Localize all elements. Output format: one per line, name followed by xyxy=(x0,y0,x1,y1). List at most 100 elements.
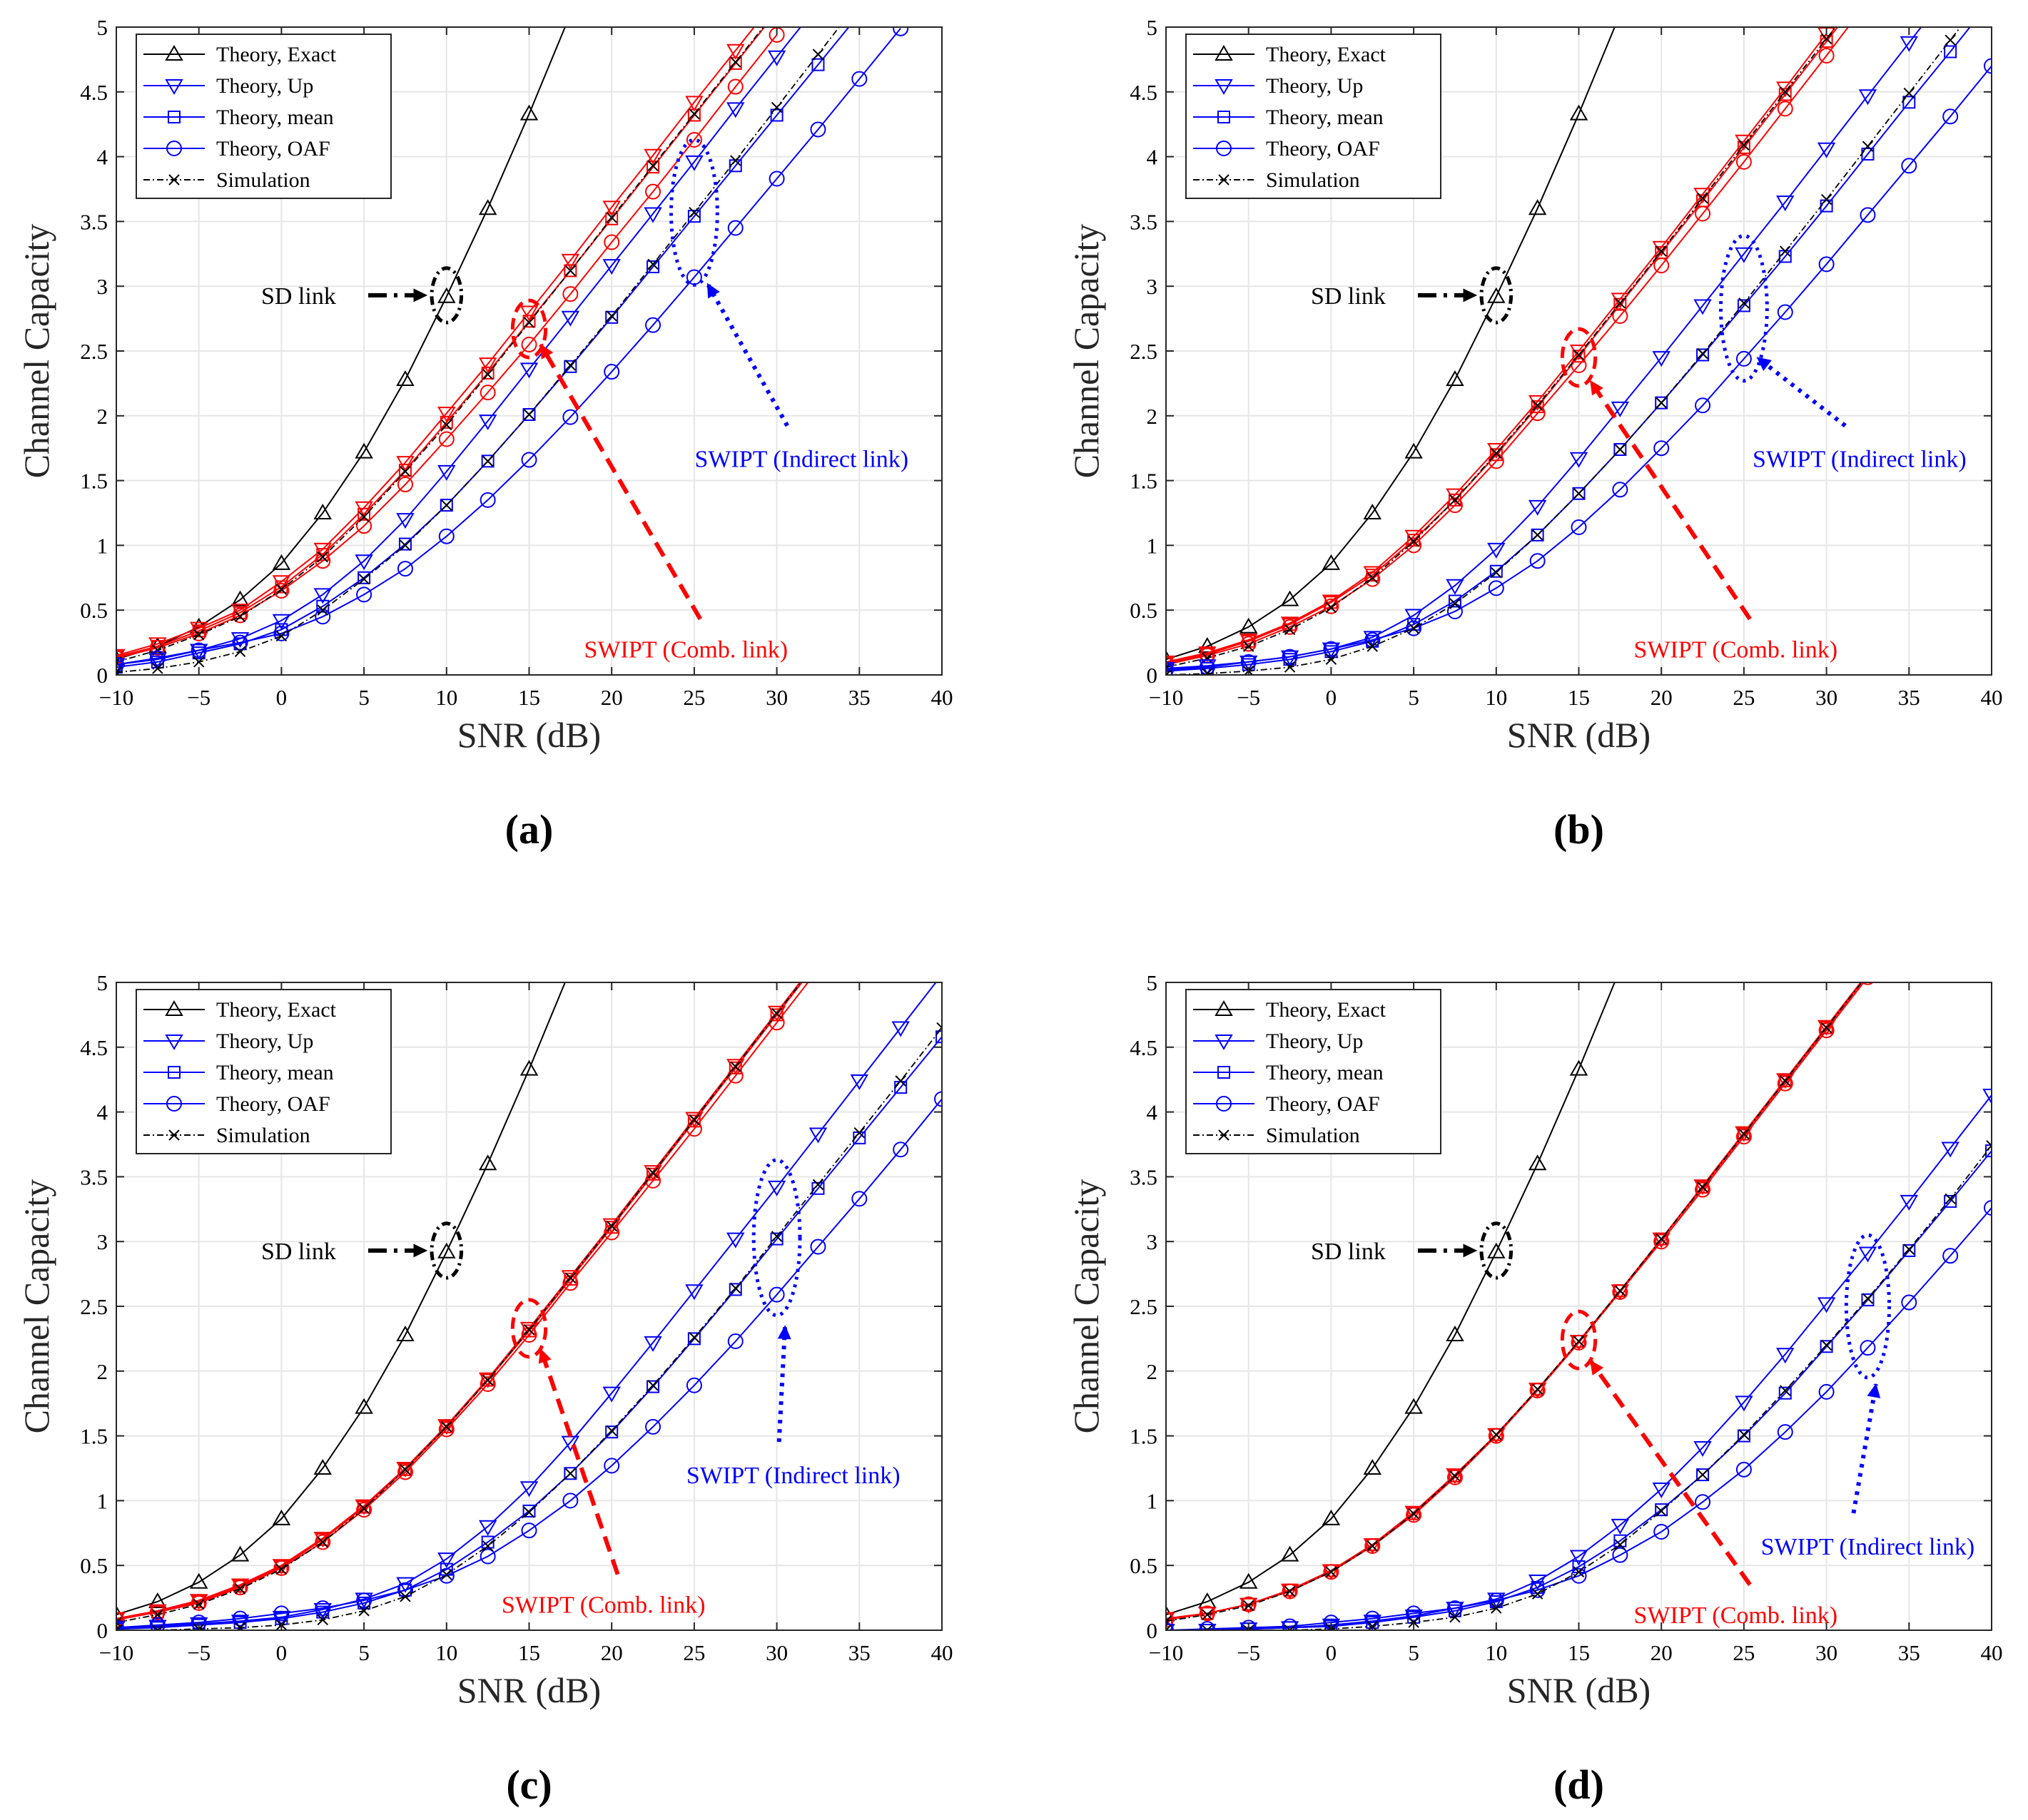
data-point xyxy=(812,956,823,967)
series-0 xyxy=(1166,27,1616,666)
data-point xyxy=(851,1191,868,1207)
data-point xyxy=(1446,579,1464,595)
data-point xyxy=(273,582,290,599)
legend-marker xyxy=(1216,141,1232,156)
data-point xyxy=(1817,1020,1836,1036)
data-point xyxy=(726,1059,745,1075)
data-point xyxy=(478,1154,497,1171)
data-point xyxy=(275,584,288,595)
data-point xyxy=(1323,1564,1339,1580)
data-point xyxy=(313,504,332,519)
data-point xyxy=(1488,1428,1504,1444)
data-point xyxy=(853,1127,866,1139)
data-point xyxy=(116,1620,124,1630)
y-tick-label: 0.5 xyxy=(80,598,108,623)
data-point xyxy=(480,1548,496,1565)
data-point xyxy=(1528,199,1547,215)
legend-marker xyxy=(1215,1034,1233,1050)
data-point xyxy=(1573,1566,1585,1577)
data-point xyxy=(647,258,659,270)
data-point xyxy=(647,1167,659,1179)
annotation-arrowhead xyxy=(1590,1360,1604,1376)
data-point xyxy=(1737,299,1750,312)
data-point xyxy=(1780,245,1791,257)
data-point xyxy=(1695,205,1711,222)
data-point xyxy=(396,370,415,386)
data-point xyxy=(152,663,163,674)
y-tick-label: 5 xyxy=(1147,15,1158,40)
x-tick-label: −10 xyxy=(99,685,133,710)
data-point xyxy=(1364,1537,1381,1554)
data-point xyxy=(1325,601,1337,614)
series-1 xyxy=(116,27,756,665)
data-point xyxy=(521,1326,537,1343)
legend-marker xyxy=(1215,79,1233,95)
legend-marker xyxy=(1218,1129,1230,1141)
data-point xyxy=(1242,1625,1254,1630)
data-point xyxy=(1446,497,1463,514)
data-point xyxy=(1860,0,1875,9)
data-point xyxy=(1528,499,1547,516)
data-point xyxy=(482,368,494,380)
data-point xyxy=(1862,969,1873,980)
annotation-arrow xyxy=(1588,1359,1752,1586)
data-point xyxy=(441,419,452,431)
data-point xyxy=(1945,1193,1956,1204)
data-point xyxy=(149,1617,166,1630)
data-point xyxy=(1491,566,1502,579)
x-tick-label: 35 xyxy=(1898,685,1920,710)
data-point xyxy=(234,1622,246,1630)
y-tick-label: 4 xyxy=(97,1100,108,1125)
data-point xyxy=(1364,571,1381,587)
data-point xyxy=(1737,1127,1750,1141)
data-point xyxy=(232,607,248,624)
data-point xyxy=(685,96,704,112)
data-point xyxy=(193,1598,205,1610)
data-point xyxy=(1862,982,1874,985)
data-point xyxy=(317,1536,328,1548)
annotation-ellipse xyxy=(1719,233,1769,383)
data-point xyxy=(1242,1600,1254,1612)
data-point xyxy=(440,415,453,429)
data-point xyxy=(1166,669,1172,675)
y-tick-label: 5 xyxy=(1147,970,1158,995)
data-point xyxy=(1406,537,1422,554)
data-point xyxy=(647,1380,660,1393)
data-point xyxy=(1449,598,1461,609)
x-tick-label: 40 xyxy=(1981,685,2003,710)
series-8 xyxy=(116,27,841,675)
x-tick-label: 30 xyxy=(1815,1640,1837,1665)
x-tick-label: −5 xyxy=(1237,685,1260,710)
annotation-ellipse xyxy=(1479,266,1514,325)
x-tick-label: 40 xyxy=(1981,1640,2003,1665)
y-tick-label: 1.5 xyxy=(1130,1424,1157,1449)
data-point xyxy=(605,212,619,225)
data-point xyxy=(1693,1440,1712,1457)
data-point xyxy=(605,310,619,324)
annotation-label: SWIPT (Indirect link) xyxy=(1753,447,1967,473)
data-point xyxy=(1612,1284,1628,1301)
annotation-label: SWIPT (Comb. link) xyxy=(1634,1602,1838,1629)
x-tick-label: 40 xyxy=(931,1640,953,1665)
data-point xyxy=(1529,553,1546,569)
series-group xyxy=(116,27,909,675)
data-point xyxy=(893,1142,909,1158)
data-point xyxy=(1613,298,1627,311)
chart-panel-c: −10 −5 0 5 10 15 20 25 30 35 40 0 0.5 1 1.5 2 2.5 3 3.5 4 4.… xyxy=(16,956,953,1808)
data-point xyxy=(1571,1567,1587,1584)
legend-entry-label: Theory, OAF xyxy=(1266,137,1380,161)
data-point xyxy=(770,1232,784,1246)
data-point xyxy=(812,1179,824,1191)
series-0 xyxy=(116,982,566,1622)
data-point xyxy=(730,155,741,166)
y-tick-label: 0.5 xyxy=(80,1553,108,1578)
x-tick-label: 35 xyxy=(848,1640,871,1665)
data-point xyxy=(602,200,621,217)
y-tick-label: 0 xyxy=(1147,1618,1158,1643)
data-point xyxy=(1446,1325,1464,1341)
data-point xyxy=(687,108,701,122)
annotation-label: SWIPT (Indirect link) xyxy=(694,447,908,473)
data-point xyxy=(1240,636,1257,652)
data-point xyxy=(232,1580,248,1596)
